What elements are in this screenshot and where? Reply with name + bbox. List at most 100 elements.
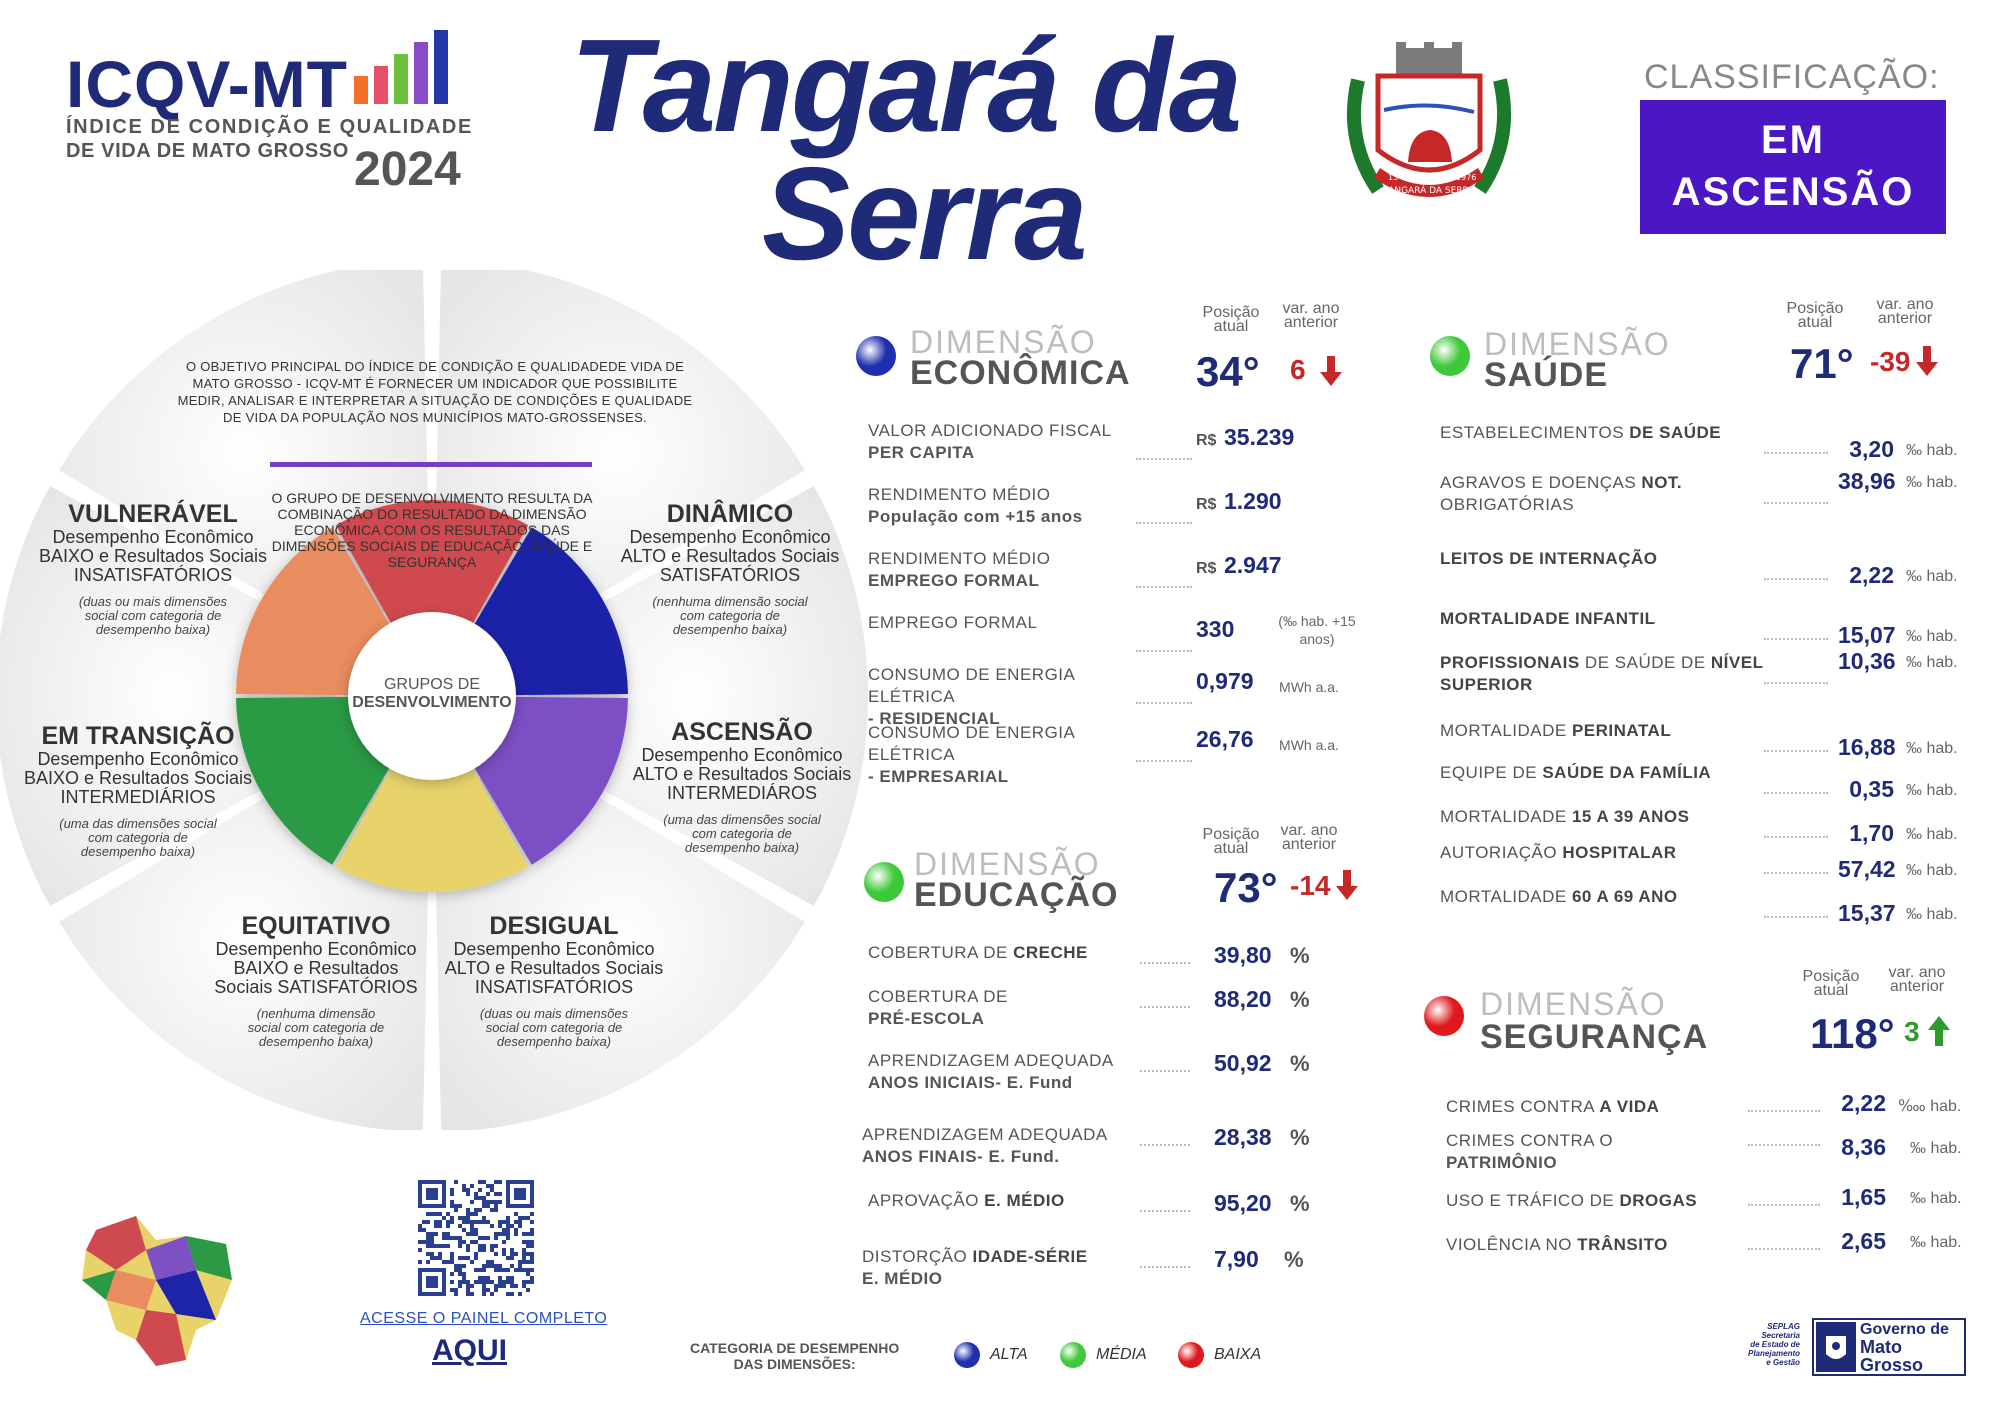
economica-position-label: Posição atual [1202,304,1260,335]
dotted-leader [1748,1144,1820,1146]
indicator-value: 2,65 [1841,1228,1886,1254]
indicator-text: EQUIPE DE [1440,763,1538,782]
seguranca-category-dot [1424,996,1464,1036]
group-description: Desempenho Econômico ALTO e Resultados S… [620,527,840,585]
saude-variation: -39 [1870,346,1911,377]
saude-variation-label: var. ano anterior [1876,296,1934,327]
classification-value-line2: ASCENSÃO [1671,170,1915,214]
indicator-unit: % [1290,1125,1310,1150]
group-title: DESIGUAL [489,912,619,940]
group-note: (uma das dimensões social com categoria … [59,816,217,859]
indicator-value: 2,22 [1841,1090,1886,1116]
indicator-text: VIOLÊNCIA NO [1446,1235,1572,1254]
indicator-label: MORTALIDADE INFANTIL [1440,608,1770,630]
seguranca-position: 118° [1810,1010,1895,1057]
group-desigual: DESIGUAL Desempenho Econômico ALTO e Res… [444,912,664,1049]
indicator-line1: RENDIMENTO MÉDIO [868,549,1051,568]
educacao-category-dot [864,862,904,902]
indicator-line1: EMPREGO FORMAL [868,613,1038,632]
indicator-line1: CRIMES CONTRA O [1446,1130,1746,1152]
saude-category-dot [1430,336,1470,376]
indicator-label: CONSUMO DE ENERGIA ELÉTRICA - EMPRESARIAL [868,722,1158,788]
panel-link[interactable]: ACESSE O PAINEL COMPLETO [360,1310,608,1327]
indicator-text: MORTALIDADE INFANTIL [1440,609,1656,628]
group-note: (nenhuma dimensão social com categoria d… [652,594,808,637]
dotted-leader [1764,750,1828,752]
group-description: Desempenho Econômico ALTO e Resultados S… [444,939,664,997]
indicator-unit: MWh a.a. [1279,737,1339,753]
wheel-center-line1: GRUPOS DE [383,676,480,693]
group-equitativo: EQUITATIVO Desempenho Econômico BAIXO e … [206,912,426,1049]
group-title: DINÂMICO [666,500,794,528]
indicator-text: COBERTURA DE [868,943,1008,962]
indicator-label: MORTALIDADE 60 A 69 ANO [1440,886,1770,908]
government-crest-icon [1816,1322,1856,1372]
currency-prefix: R$ [1196,560,1217,577]
dotted-leader [1764,452,1828,454]
saude-word1: DIMENSÃO [1484,326,1671,362]
indicator-value: 35.239 [1224,424,1295,450]
classification-value-line1: EM [1761,118,1825,162]
indicator-bold: IDADE-SÉRIE [972,1247,1088,1266]
indicator-text: NOT. [1641,473,1683,492]
legend-dot-alta [954,1342,980,1368]
seguranca-variation-label: var. ano anterior [1888,964,1946,995]
group-note: (duas ou mais dimensões social com categ… [78,594,228,637]
indicator-value: 57,42 [1838,856,1896,882]
indicator-line1: COBERTURA DE CRECHE [868,942,1168,964]
indicator-unit: ‰ hab. [1906,826,1958,843]
indicator-value: 2.947 [1224,552,1282,578]
indicator-unit: MWh a.a. [1279,679,1339,695]
bar-chart-logo-icon [354,30,448,104]
economica-variation: 6 [1290,354,1306,385]
educacao-position-label: Posição atual [1202,826,1260,857]
indicator-line1: VIOLÊNCIA NO TRÂNSITO [1446,1234,1746,1256]
qr-code-icon[interactable] [418,1180,534,1296]
group-title: VULNERÁVEL [68,500,238,528]
brand-title: ICQV-MT [66,47,348,121]
indicator-line2: PER CAPITA [868,443,975,462]
crest-date-left: 13-05 [1388,173,1411,182]
educacao-word1: DIMENSÃO [914,846,1101,882]
legend-label-alta: ALTA [990,1346,1028,1363]
dotted-leader [1764,836,1828,838]
indicator-value: 15,37 [1838,900,1896,926]
dotted-leader [1140,1144,1190,1146]
indicator-label: MORTALIDADE 15 A 39 ANOS [1440,806,1770,828]
city-name-line2: Serra [762,140,1088,287]
economica-position: 34° [1196,348,1260,395]
indicator-text: DE SAÚDE DE [1584,653,1706,672]
indicator-line2: População com +15 anos [868,507,1083,526]
wheel-wedge-5 [335,696,529,892]
dotted-leader [1136,760,1192,762]
indicator-line2: E. MÉDIO [862,1269,943,1288]
indicator-bold: DROGAS [1619,1191,1698,1210]
indicator-unit: % [1284,1247,1304,1272]
indicator-label: EQUIPE DE SAÚDE DA FAMÍLIA [1440,762,1770,784]
wheel-wedge-0 [335,500,529,696]
indicator-value: 7,90 [1214,1246,1259,1272]
legend-dot-media [1060,1342,1086,1368]
indicator-unit: % [1290,1191,1310,1216]
classification-badge: EM ASCENSÃO [1640,100,1946,234]
indicator-label: DISTORÇÃO IDADE-SÉRIE E. MÉDIO [862,1246,1162,1290]
legend-dot-baixa [1178,1342,1204,1368]
wheel-center-label: GRUPOS DE DESENVOLVIMENTO [348,676,516,712]
arrow-down-icon [1916,346,1938,376]
indicator-value: 0,35 [1849,776,1894,802]
indicator-unit: ‰ hab. [1906,782,1958,799]
group-ascensao: ASCENSÃO Desempenho Econômico ALTO e Res… [624,718,860,855]
indicator-label: USO E TRÁFICO DE DROGAS [1446,1190,1746,1212]
indicator-value: 330 [1196,616,1235,642]
indicator-line2: ANOS FINAIS- E. Fund. [862,1147,1060,1166]
indicator-value: 26,76 [1196,726,1254,752]
indicator-unit: ‰ hab. [1910,1234,1962,1251]
currency-prefix: R$ [1196,432,1217,449]
educacao-word2: EDUCAÇÃO [914,876,1119,914]
dotted-leader [1136,586,1192,588]
dotted-leader [1136,522,1192,524]
currency-prefix: R$ [1196,496,1217,513]
indicator-unit: ‰ hab. [1906,474,1958,491]
panel-link-aqui[interactable]: AQUI [432,1334,507,1367]
group-title: EQUITATIVO [241,912,391,940]
